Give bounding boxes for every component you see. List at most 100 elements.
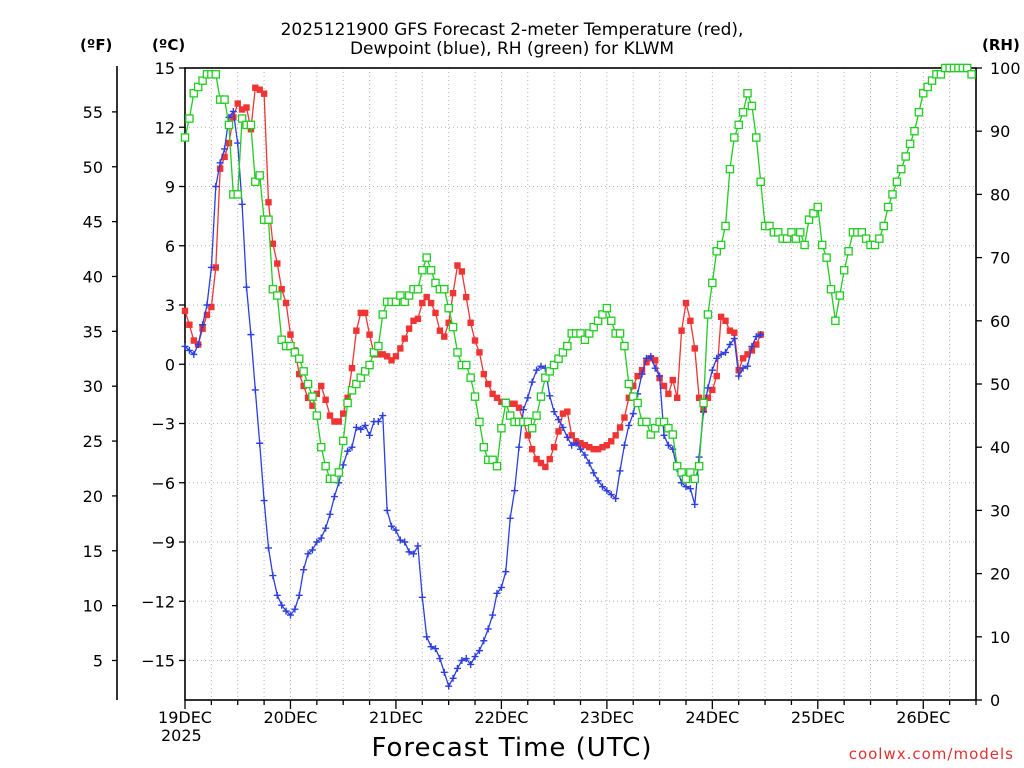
dewpoint-point <box>598 483 606 491</box>
rh-point <box>501 398 511 408</box>
rh-point <box>255 171 264 180</box>
rh-point <box>237 114 247 123</box>
rh-point <box>189 89 199 98</box>
dewpoint-point <box>194 341 202 348</box>
temperature-point <box>449 289 457 297</box>
dewpoint-point <box>559 423 567 431</box>
temperature-point <box>458 268 466 275</box>
rh-point <box>936 70 946 79</box>
dewpoint-point <box>418 593 426 601</box>
dewpoint-point <box>555 416 563 424</box>
dewpoint-point <box>607 491 615 499</box>
rh-point <box>475 417 484 427</box>
y-tick-label-rh: 60 <box>990 312 1010 331</box>
temperature-point <box>344 394 351 402</box>
temperature-point <box>722 317 729 324</box>
rh-point <box>716 240 726 250</box>
temperature-point <box>638 366 646 374</box>
dewpoint-point <box>563 433 571 441</box>
dewpoint-point <box>396 536 404 544</box>
temperature-point <box>203 311 211 319</box>
rh-point <box>211 70 221 79</box>
y-tick-label-rh: 10 <box>990 628 1010 647</box>
temperature-point <box>300 382 307 390</box>
rh-point <box>497 423 506 433</box>
rh-point <box>897 164 906 174</box>
y-tick-label-celsius: 15 <box>155 59 175 78</box>
temperature-point <box>340 410 347 417</box>
temperature-point <box>238 106 246 113</box>
temperature-point <box>212 264 219 271</box>
rh-point <box>677 468 686 477</box>
dewpoint-point <box>229 107 237 115</box>
temperature-point <box>296 370 303 378</box>
dewpoint-point <box>726 341 734 348</box>
rh-point <box>646 430 656 439</box>
temperature-point <box>216 165 224 172</box>
temperature-point <box>309 402 316 409</box>
dewpoint-point <box>286 611 294 619</box>
dewpoint-point <box>585 459 593 467</box>
temperature-point <box>687 317 694 324</box>
temperature-point <box>348 365 356 372</box>
y-tick-label-rh: 20 <box>990 565 1010 584</box>
credit-link[interactable]: coolwx.com/models <box>848 745 1014 763</box>
temperature-point <box>454 262 461 269</box>
y-tick-label-celsius: −9 <box>151 533 175 552</box>
rh-point <box>712 247 721 256</box>
dewpoint-point <box>260 497 268 505</box>
temperature-point <box>269 240 277 247</box>
temperature-point <box>498 398 505 405</box>
dewpoint-point <box>739 364 747 372</box>
dewpoint-point <box>458 657 466 664</box>
dewpoint-point <box>225 113 233 121</box>
rh-point <box>804 215 814 224</box>
rh-point <box>892 177 902 187</box>
rh-point <box>694 461 704 471</box>
dewpoint-point <box>212 183 220 190</box>
rh-point <box>246 120 256 130</box>
dewpoint-point <box>546 392 554 400</box>
rh-point <box>831 316 840 326</box>
rh-point <box>813 202 823 212</box>
dewpoint-point <box>247 331 255 339</box>
temperature-point <box>691 345 698 352</box>
x-tick-label: 23DEC <box>580 708 634 727</box>
temperature-point <box>221 153 228 161</box>
dewpoint-point <box>414 542 422 550</box>
dewpoint-point <box>453 664 461 672</box>
temperature-point <box>357 309 364 317</box>
dewpoint-point <box>366 431 374 439</box>
rh-point <box>431 278 440 288</box>
temperature-point <box>559 410 567 417</box>
temperature-point <box>515 404 523 411</box>
rh-point <box>725 164 735 174</box>
rh-point <box>905 139 915 149</box>
rh-point <box>743 89 752 98</box>
dewpoint-point <box>348 443 356 451</box>
rh-point <box>264 215 273 224</box>
rh-point <box>554 354 563 363</box>
dewpoint-point <box>629 410 637 418</box>
temperature-point <box>621 414 628 421</box>
dewpoint-point <box>475 647 483 655</box>
dewpoint-point <box>410 550 418 558</box>
temperature-point <box>234 100 241 107</box>
dewpoint-point <box>506 514 514 522</box>
x-tick-label: 24DEC <box>685 708 739 727</box>
temperature-point <box>313 390 321 398</box>
dewpoint-point <box>392 526 400 534</box>
dewpoint-point <box>273 591 281 599</box>
rh-point <box>308 392 317 401</box>
temperature-point <box>427 299 435 307</box>
dewpoint-point <box>330 493 338 501</box>
rh-point <box>585 329 594 338</box>
rh-point <box>721 221 730 231</box>
y-tick-label-rh: 50 <box>990 375 1010 394</box>
rh-point <box>330 474 339 484</box>
rh-point <box>817 240 827 250</box>
y-tick-label-rh: 80 <box>990 185 1010 204</box>
temperature-point <box>603 442 611 449</box>
dewpoint-point <box>427 643 435 651</box>
rh-point <box>782 234 792 243</box>
